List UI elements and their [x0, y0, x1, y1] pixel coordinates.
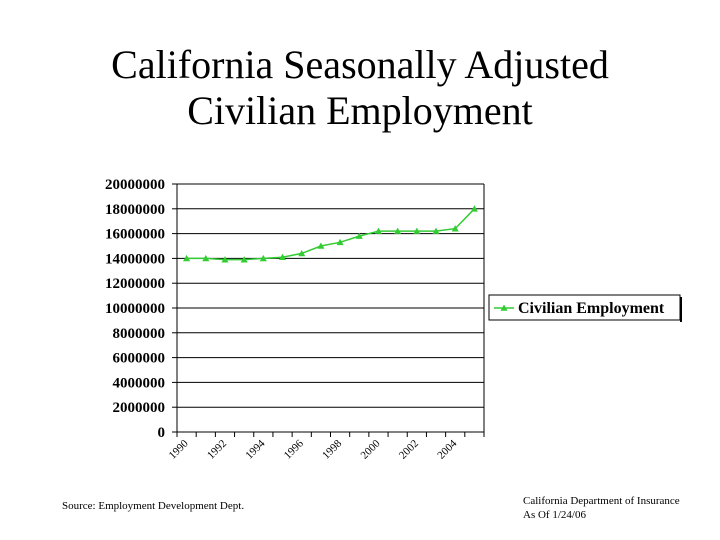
chart-grid: [177, 183, 484, 408]
data-point-marker: [413, 227, 421, 234]
footer-organization: California Department of Insurance As Of…: [523, 494, 680, 522]
data-point-marker: [202, 254, 210, 262]
slide-title: California Seasonally Adjusted Civilian …: [0, 42, 720, 134]
data-point-marker: [355, 232, 363, 239]
x-tick-label: 1996: [282, 437, 306, 461]
data-point-marker: [221, 256, 229, 263]
series-line: [186, 208, 475, 261]
data-point-marker: [432, 227, 440, 234]
data-point-marker: [298, 249, 306, 257]
legend-shadow: [680, 297, 682, 322]
footer-date: As Of 1/24/06: [523, 509, 586, 521]
x-tick-label: 1992: [205, 438, 229, 462]
legend-marker-icon: [500, 304, 508, 311]
y-tick-label: 18000000: [105, 202, 165, 218]
y-tick-label: 0: [158, 425, 166, 441]
y-tick-label: 8000000: [113, 326, 166, 342]
data-point-marker: [240, 256, 248, 263]
legend-box: [488, 294, 681, 321]
y-tick-label: 12000000: [105, 276, 165, 292]
chart-series: [183, 205, 478, 263]
chart-legend: Civilian Employment: [488, 294, 682, 322]
title-line-1: California Seasonally Adjusted: [111, 42, 609, 87]
x-tick-labels: 1990 1992 1994 1996 1998 2000 2002 2004: [167, 437, 460, 461]
y-tick-label: 6000000: [113, 351, 166, 367]
chart-axes: [172, 183, 485, 437]
y-tick-label: 10000000: [105, 301, 165, 317]
source-note: Source: Employment Development Dept.: [62, 500, 245, 512]
data-point-marker: [470, 205, 478, 212]
legend-label: Civilian Employment: [518, 300, 665, 317]
x-tick-label: 1994: [243, 437, 267, 461]
data-point-marker: [336, 238, 344, 246]
data-point-marker: [279, 253, 287, 260]
data-point-marker: [317, 242, 325, 249]
data-point-marker: [183, 254, 191, 262]
y-tick-label: 4000000: [113, 375, 166, 391]
title-line-2: Civilian Employment: [187, 88, 533, 133]
footer-org-name: California Department of Insurance: [523, 495, 680, 507]
x-tick-label: 1998: [320, 437, 344, 461]
y-tick-labels: 0 2000000 4000000 6000000 8000000 10000000 120…: [105, 177, 165, 441]
y-tick-label: 2000000: [113, 400, 166, 416]
data-point-marker: [374, 227, 382, 234]
y-tick-label: 14000000: [105, 251, 165, 267]
data-point-marker: [451, 225, 459, 232]
data-point-marker: [394, 227, 402, 234]
data-point-marker: [259, 254, 267, 262]
x-tick-label: 2004: [435, 437, 459, 461]
x-tick-label: 2002: [397, 438, 421, 462]
y-tick-label: 16000000: [105, 227, 165, 243]
x-tick-label: 2000: [359, 437, 383, 461]
x-tick-label: 1990: [167, 437, 191, 461]
y-tick-label: 20000000: [105, 177, 165, 193]
